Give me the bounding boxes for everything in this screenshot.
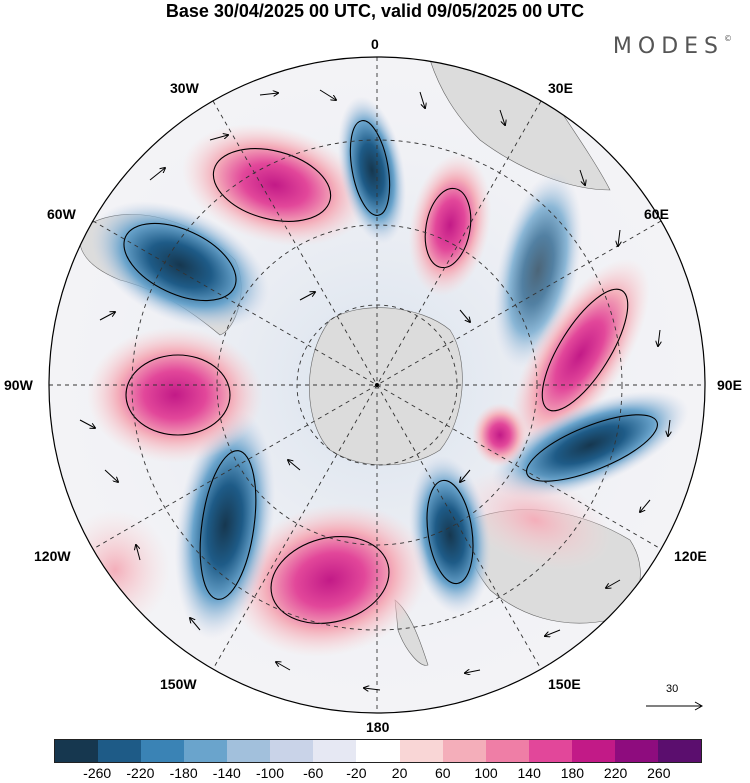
colorbar-tick-label: 220 bbox=[603, 765, 628, 781]
anomaly-pink-australia bbox=[458, 469, 612, 571]
colorbar-segment bbox=[528, 740, 572, 762]
anomaly-pink-pacific bbox=[231, 503, 429, 657]
wind-scale: 30 bbox=[644, 683, 704, 713]
lon-label-30w: 30W bbox=[170, 80, 199, 96]
lon-label-30e: 30E bbox=[548, 80, 573, 96]
anomaly-pink-east-small bbox=[472, 403, 528, 467]
colorbar-tick-label: 180 bbox=[560, 765, 585, 781]
colorbar-segment bbox=[399, 740, 443, 762]
colorbar-tick-label: -180 bbox=[169, 765, 198, 781]
anomaly-blue-tasman bbox=[408, 455, 492, 615]
colorbar-tick-label: -140 bbox=[212, 765, 241, 781]
colorbar-tick-label: 100 bbox=[474, 765, 498, 781]
wind-scale-arrow bbox=[646, 701, 704, 711]
colorbar-tick-label: -220 bbox=[126, 765, 155, 781]
lon-label-0: 0 bbox=[371, 36, 379, 52]
colorbar-tick-label: 260 bbox=[647, 765, 671, 781]
lon-label-90w: 90W bbox=[4, 377, 33, 393]
anomaly-blue-atlantic bbox=[337, 95, 407, 245]
lon-label-120w: 120W bbox=[34, 548, 71, 564]
brand-mark: © bbox=[724, 34, 732, 43]
colorbar-segment bbox=[356, 740, 400, 762]
anomaly-blue-indian-east bbox=[491, 390, 689, 500]
anomaly-pink-africa bbox=[408, 153, 492, 297]
anomaly-pink-west-pacific bbox=[87, 327, 263, 463]
colorbar-segment bbox=[141, 740, 185, 762]
colorbar-segment bbox=[184, 740, 228, 762]
modes-logo: MODES© bbox=[613, 34, 732, 59]
colorbar-segment bbox=[485, 740, 529, 762]
map-border bbox=[48, 56, 706, 714]
height-contours bbox=[123, 120, 658, 624]
colorbar-segment bbox=[98, 740, 142, 762]
brand-name: MODES bbox=[612, 34, 724, 59]
lon-label-180: 180 bbox=[366, 719, 390, 735]
field-layer bbox=[49, 57, 705, 713]
colorbar-segment bbox=[442, 740, 486, 762]
colorbar-tick-label: 140 bbox=[517, 765, 541, 781]
anomaly-blue-pacific bbox=[174, 410, 276, 640]
south-pole-marker bbox=[375, 383, 379, 387]
lon-label-150e: 150E bbox=[548, 676, 581, 692]
colorbar-tick-label: -260 bbox=[83, 765, 112, 781]
colorbar-tick-label: 60 bbox=[435, 765, 451, 781]
anomaly-pink-indian bbox=[510, 258, 650, 452]
lon-label-60e: 60E bbox=[644, 206, 669, 222]
lon-label-120e: 120E bbox=[674, 548, 707, 564]
lon-label-90e: 90E bbox=[717, 377, 742, 393]
colorbar-tick-label: -60 bbox=[303, 765, 324, 781]
colorbar-segment bbox=[270, 740, 314, 762]
wind-vectors bbox=[79, 89, 670, 690]
colorbar-tick-label: 20 bbox=[391, 765, 408, 781]
colorbar-segment bbox=[614, 740, 658, 762]
colorbar-segment bbox=[227, 740, 271, 762]
colorbar-tick-label: -100 bbox=[255, 765, 285, 781]
antarctica-land bbox=[309, 307, 463, 466]
map-title: Base 30/04/2025 00 UTC, valid 09/05/2025… bbox=[165, 1, 585, 21]
colorbar-segment bbox=[657, 740, 701, 762]
colorbar-segment bbox=[571, 740, 615, 762]
anomaly-rose-west bbox=[60, 510, 170, 630]
colorbar bbox=[54, 739, 702, 763]
lon-label-60w: 60W bbox=[47, 206, 76, 222]
lon-label-150w: 150W bbox=[160, 676, 197, 692]
colorbar-segment bbox=[313, 740, 357, 762]
colorbar-segment bbox=[55, 740, 99, 762]
wind-scale-label: 30 bbox=[666, 683, 679, 695]
colorbar-ticks: -260 -220 -180 -140 -100 -60 -20 20 60 100 140 180 2… bbox=[54, 765, 702, 783]
colorbar-tick-label: -20 bbox=[346, 765, 367, 781]
